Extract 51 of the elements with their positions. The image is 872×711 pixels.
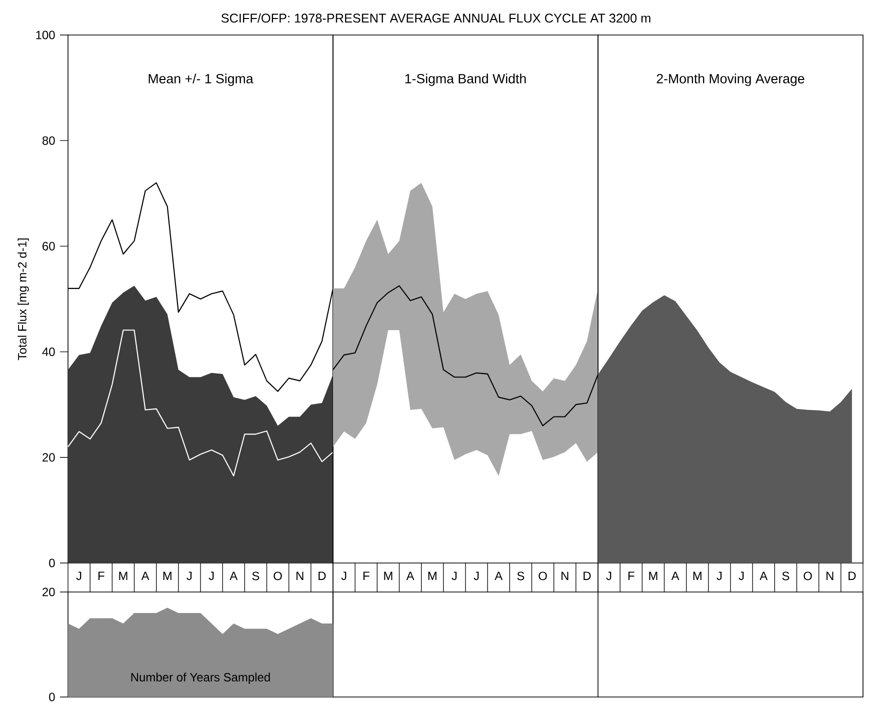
x-tick-label: M — [693, 572, 702, 580]
x-tick-label: S — [252, 572, 260, 580]
x-tick-label: A — [760, 572, 768, 580]
x-tick-label: O — [538, 572, 547, 580]
x-tick-label: A — [230, 572, 238, 580]
x-tick-label: O — [804, 572, 812, 580]
x-tick-label: M — [428, 572, 436, 580]
text: Mean +/- 1 Sigma — [148, 74, 254, 86]
x-tick-label: F — [363, 572, 370, 580]
x-tick-label: M — [119, 572, 128, 580]
x-tick-label: N — [296, 572, 304, 580]
y-tick-label: 20 — [42, 453, 55, 462]
x-tick-label: S — [782, 572, 790, 580]
x-tick-label: D — [318, 572, 326, 580]
x-tick-label: F — [628, 572, 634, 580]
y-tick-label: 0 — [49, 692, 55, 702]
x-tick-label: J — [738, 572, 744, 580]
x-tick-label: M — [649, 572, 658, 580]
x-tick-label: A — [141, 572, 150, 580]
x-tick-label: J — [452, 572, 457, 580]
x-tick-label: M — [163, 572, 172, 580]
y-tick-label: 60 — [42, 242, 55, 250]
text: 1-Sigma Band Width — [405, 74, 526, 86]
x-tick-label: J — [606, 572, 612, 580]
x-tick-label: O — [274, 572, 282, 580]
text: SCIFF/OFP: 1978-PRESENT AVERAGE ANNUAL FLUX CYCLE AT 3200 m — [221, 13, 650, 23]
line-series — [67, 330, 334, 476]
y-axis-title: Total Flux [mg m-2 d-1] — [18, 238, 29, 360]
y-tick-label: 80 — [42, 136, 55, 145]
series-label: Number of Years Sampled — [131, 672, 270, 684]
x-tick-label: D — [584, 572, 591, 580]
x-tick-label: A — [494, 572, 503, 580]
x-tick-label: N — [826, 572, 834, 580]
text: 2-Month Moving Average — [656, 74, 804, 86]
x-tick-label: J — [208, 572, 214, 580]
x-tick-label: J — [474, 572, 479, 580]
x-tick-label: S — [517, 572, 524, 580]
y-tick-label: 100 — [36, 30, 55, 40]
x-tick-label: J — [76, 572, 82, 580]
x-tick-label: A — [671, 572, 680, 580]
x-tick-label: N — [562, 572, 568, 580]
x-tick-label: D — [848, 572, 856, 580]
x-tick-label: M — [384, 572, 392, 580]
y-tick-label: 20 — [42, 588, 55, 596]
x-tick-label: F — [98, 572, 104, 580]
y-tick-label: 0 — [49, 558, 55, 568]
y-tick-label: 40 — [42, 348, 55, 356]
x-tick-label: J — [186, 572, 192, 580]
x-tick-label: J — [716, 572, 722, 580]
x-tick-label: A — [406, 572, 414, 580]
x-tick-label: J — [341, 572, 346, 580]
